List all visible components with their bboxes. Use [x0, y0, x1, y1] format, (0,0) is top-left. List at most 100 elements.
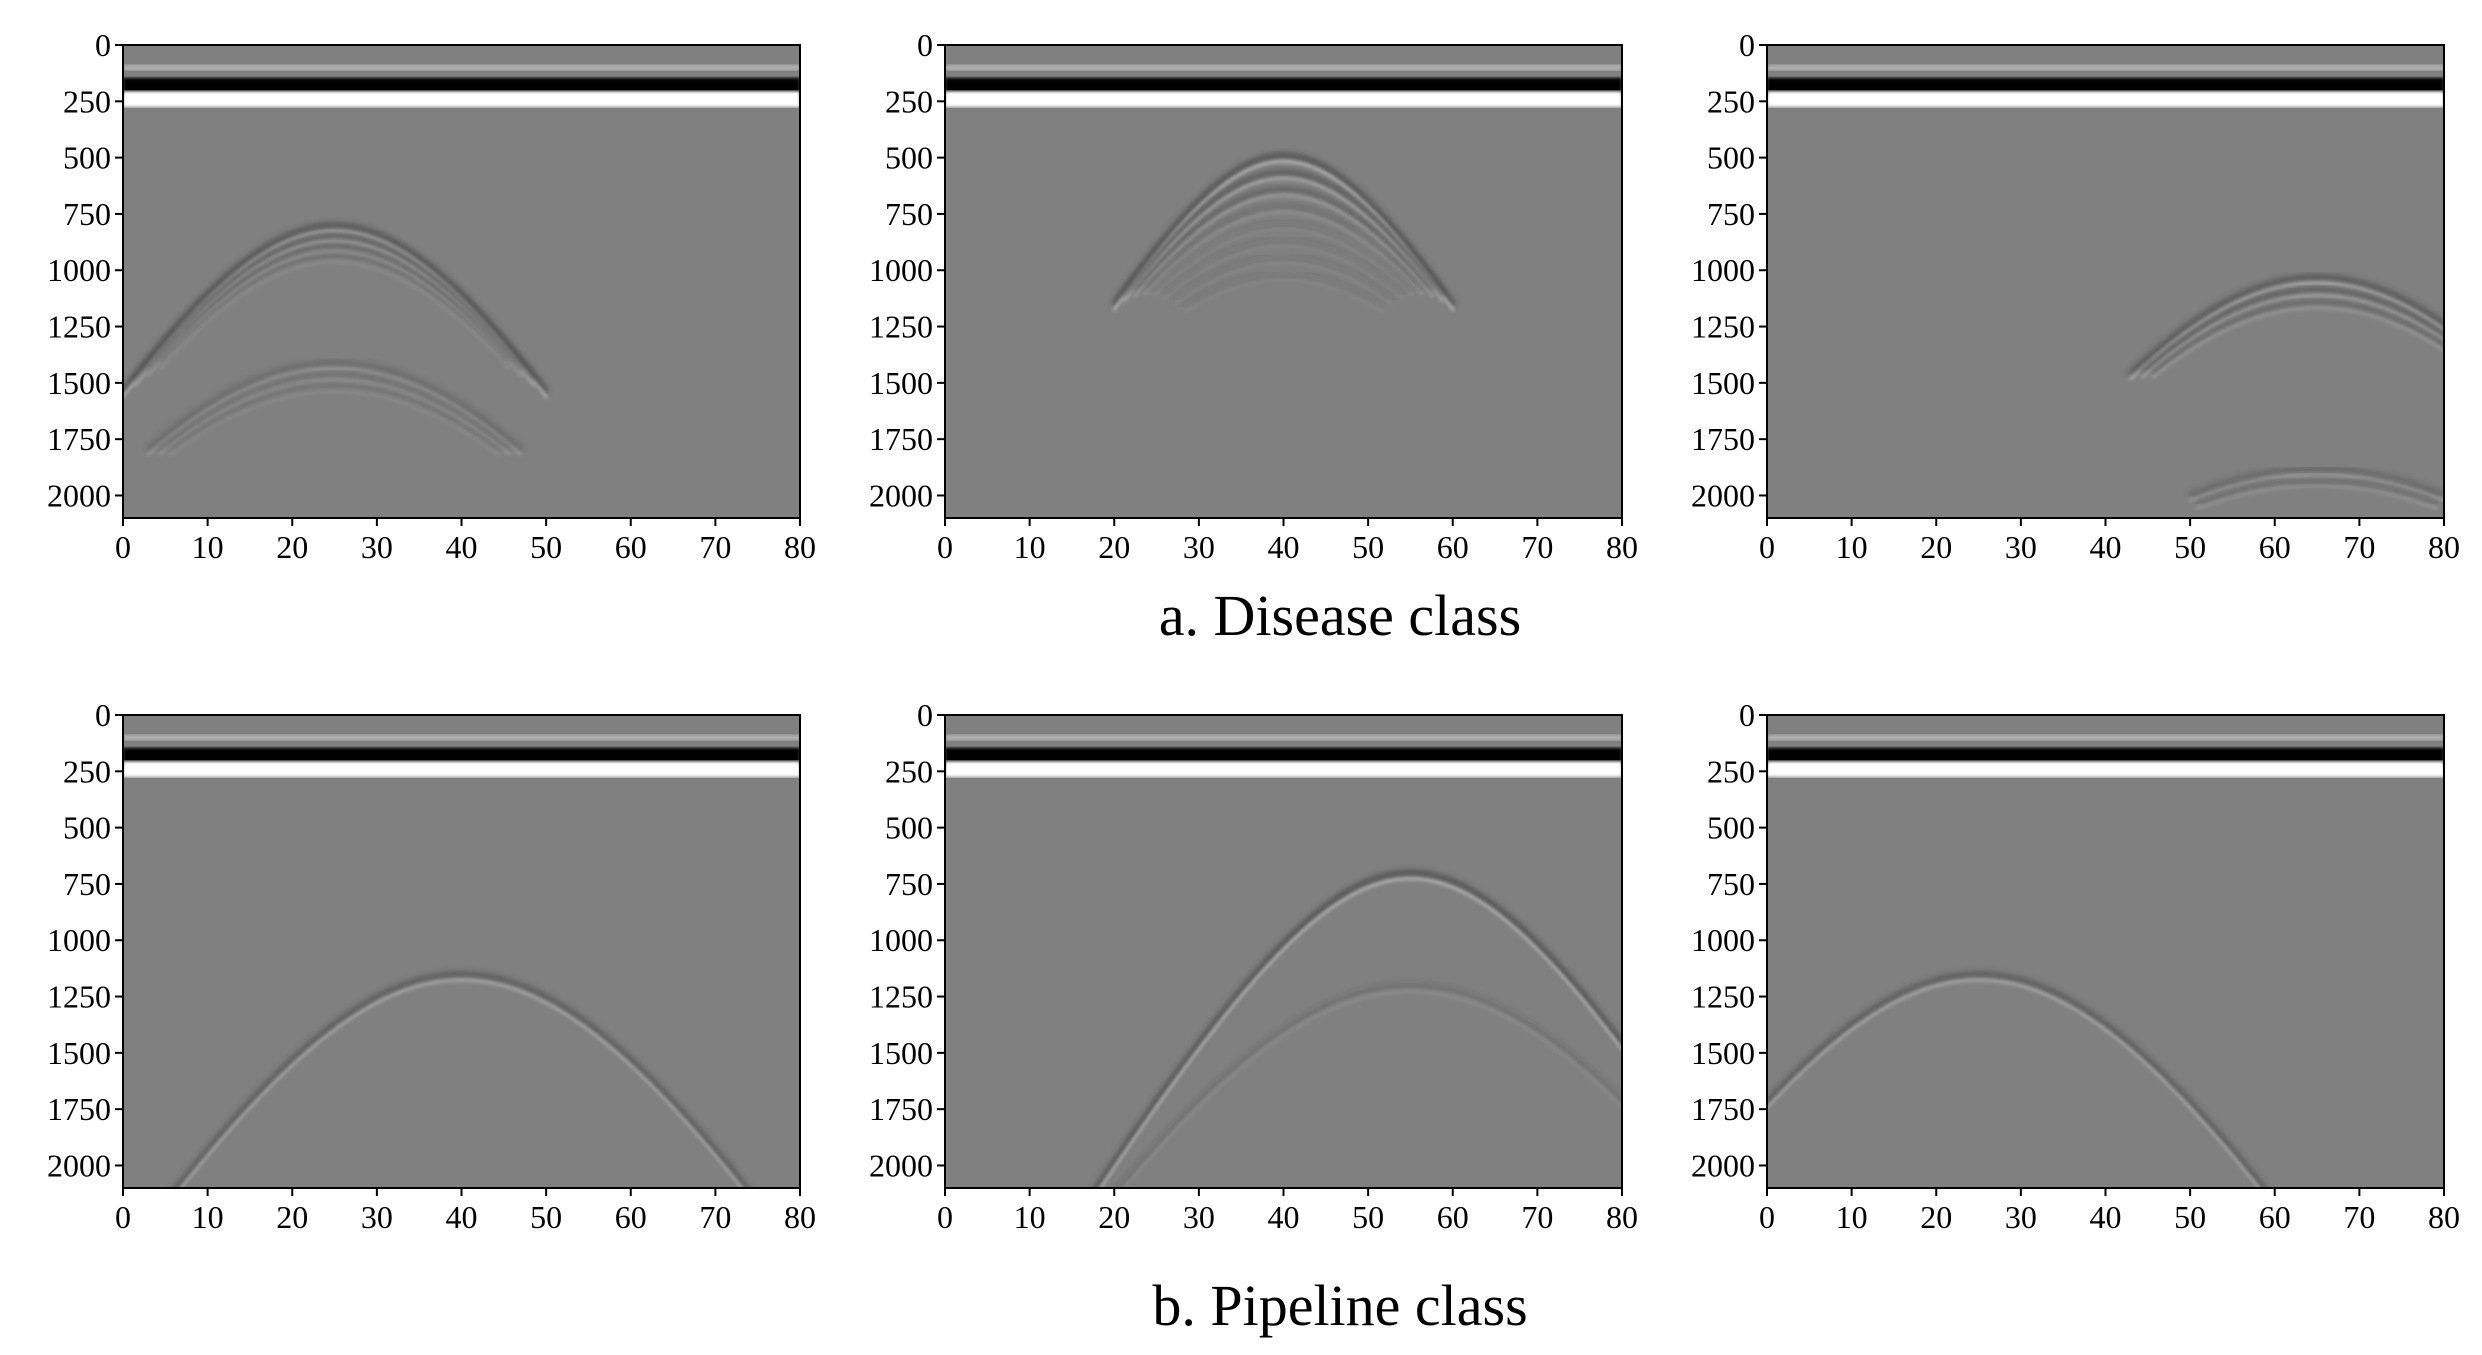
y-tick-label: 0	[917, 697, 933, 733]
y-tick-label: 250	[63, 753, 111, 789]
hyperbola-dark	[173, 971, 750, 1188]
x-tick-label: 50	[2174, 529, 2206, 565]
radargram-content	[945, 734, 1622, 1188]
hyperbola-light	[1173, 261, 1394, 306]
hyperbola-light	[1122, 989, 1622, 1188]
x-tick-label: 60	[1437, 1199, 1469, 1235]
x-tick-label: 40	[2090, 1199, 2122, 1235]
y-tick-label: 1500	[869, 1035, 933, 1071]
x-tick-label: 50	[2174, 1199, 2206, 1235]
x-tick-label: 20	[276, 1199, 308, 1235]
caption-pipeline-class: b. Pipeline class	[1152, 1273, 1527, 1338]
direct-wave-light-band	[123, 761, 800, 778]
x-tick-label: 50	[1352, 1199, 1384, 1235]
direct-wave-faint-band	[1767, 734, 2444, 741]
hyperbola-dark	[2187, 465, 2444, 498]
y-tick-label: 250	[885, 753, 933, 789]
y-tick-label: 1750	[47, 421, 111, 457]
radargram-content	[945, 64, 1622, 313]
y-tick-label: 1500	[869, 365, 933, 401]
x-tick-label: 10	[1836, 529, 1868, 565]
hyperbola-dark	[168, 382, 501, 451]
x-tick-label: 10	[1836, 1199, 1868, 1235]
x-tick-label: 80	[2428, 529, 2460, 565]
y-tick-label: 1500	[47, 1035, 111, 1071]
hyperbola-light	[1767, 978, 2261, 1188]
hyperbola-light	[1183, 278, 1384, 313]
y-tick-label: 2000	[1691, 477, 1755, 513]
hyperbola-dark	[2128, 274, 2444, 376]
x-tick-label: 30	[1183, 529, 1215, 565]
direct-wave-faint-band	[123, 734, 800, 741]
hyperbola-light	[146, 367, 523, 456]
y-tick-label: 2000	[47, 477, 111, 513]
y-tick-label: 1250	[47, 979, 111, 1015]
x-tick-label: 80	[1606, 529, 1638, 565]
y-tick-label: 0	[917, 27, 933, 63]
x-tick-label: 40	[2090, 529, 2122, 565]
y-tick-label: 500	[885, 140, 933, 176]
hyperbola-light	[2140, 293, 2444, 379]
x-tick-label: 60	[1437, 529, 1469, 565]
hyperbola-dark	[133, 232, 536, 382]
x-tick-label: 40	[1268, 1199, 1300, 1235]
x-tick-label: 50	[1352, 529, 1384, 565]
x-tick-label: 20	[1920, 1199, 1952, 1235]
y-tick-label: 750	[1707, 866, 1755, 902]
y-tick-label: 500	[1707, 140, 1755, 176]
hyperbola-light	[2129, 281, 2444, 381]
x-tick-label: 70	[699, 529, 731, 565]
x-tick-label: 0	[115, 1199, 131, 1235]
x-tick-label: 50	[530, 529, 562, 565]
direct-wave-faint-band	[123, 64, 800, 71]
direct-wave-light-band	[123, 91, 800, 108]
radargram-content	[123, 64, 800, 456]
x-tick-label: 30	[361, 1199, 393, 1235]
y-tick-label: 500	[63, 810, 111, 846]
hyperbola-dark	[1111, 152, 1456, 306]
y-tick-label: 1000	[869, 922, 933, 958]
y-tick-label: 1500	[1691, 365, 1755, 401]
direct-wave-faint-band	[945, 64, 1622, 71]
x-tick-label: 60	[615, 1199, 647, 1235]
y-tick-label: 0	[95, 27, 111, 63]
x-tick-label: 0	[115, 529, 131, 565]
hyperbola-dark	[1182, 271, 1385, 308]
y-tick-label: 750	[63, 196, 111, 232]
caption-disease-class: a. Disease class	[1159, 583, 1521, 648]
hyperbola-dark	[145, 360, 524, 451]
x-tick-label: 20	[1920, 529, 1952, 565]
radargram-background	[123, 715, 800, 1188]
y-tick-label: 750	[63, 866, 111, 902]
x-tick-label: 0	[1759, 529, 1775, 565]
x-tick-label: 60	[2259, 1199, 2291, 1235]
x-tick-label: 10	[1014, 1199, 1046, 1235]
hyperbola-light	[2188, 472, 2444, 503]
hyperbola-light	[1153, 227, 1414, 297]
radargram-background	[1767, 45, 2444, 518]
y-tick-label: 2000	[869, 1147, 933, 1183]
hyperbola-light	[2151, 306, 2444, 379]
x-tick-label: 0	[937, 529, 953, 565]
hyperbola-dark	[1093, 870, 1622, 1188]
hyperbola-dark	[1121, 169, 1446, 298]
x-tick-label: 80	[2428, 1199, 2460, 1235]
direct-wave-light-band	[1767, 761, 2444, 778]
y-tick-label: 1000	[47, 922, 111, 958]
x-tick-label: 30	[361, 529, 393, 565]
x-tick-label: 30	[2005, 1199, 2037, 1235]
x-tick-label: 40	[446, 529, 478, 565]
x-tick-label: 40	[446, 1199, 478, 1235]
y-tick-label: 1000	[869, 252, 933, 288]
radargram-background	[1767, 715, 2444, 1188]
hyperbola-dark	[1767, 971, 2267, 1188]
y-tick-label: 2000	[1691, 1147, 1755, 1183]
direct-wave-faint-band	[1767, 64, 2444, 71]
x-tick-label: 80	[784, 1199, 816, 1235]
x-tick-label: 40	[1268, 529, 1300, 565]
x-tick-label: 20	[1098, 529, 1130, 565]
